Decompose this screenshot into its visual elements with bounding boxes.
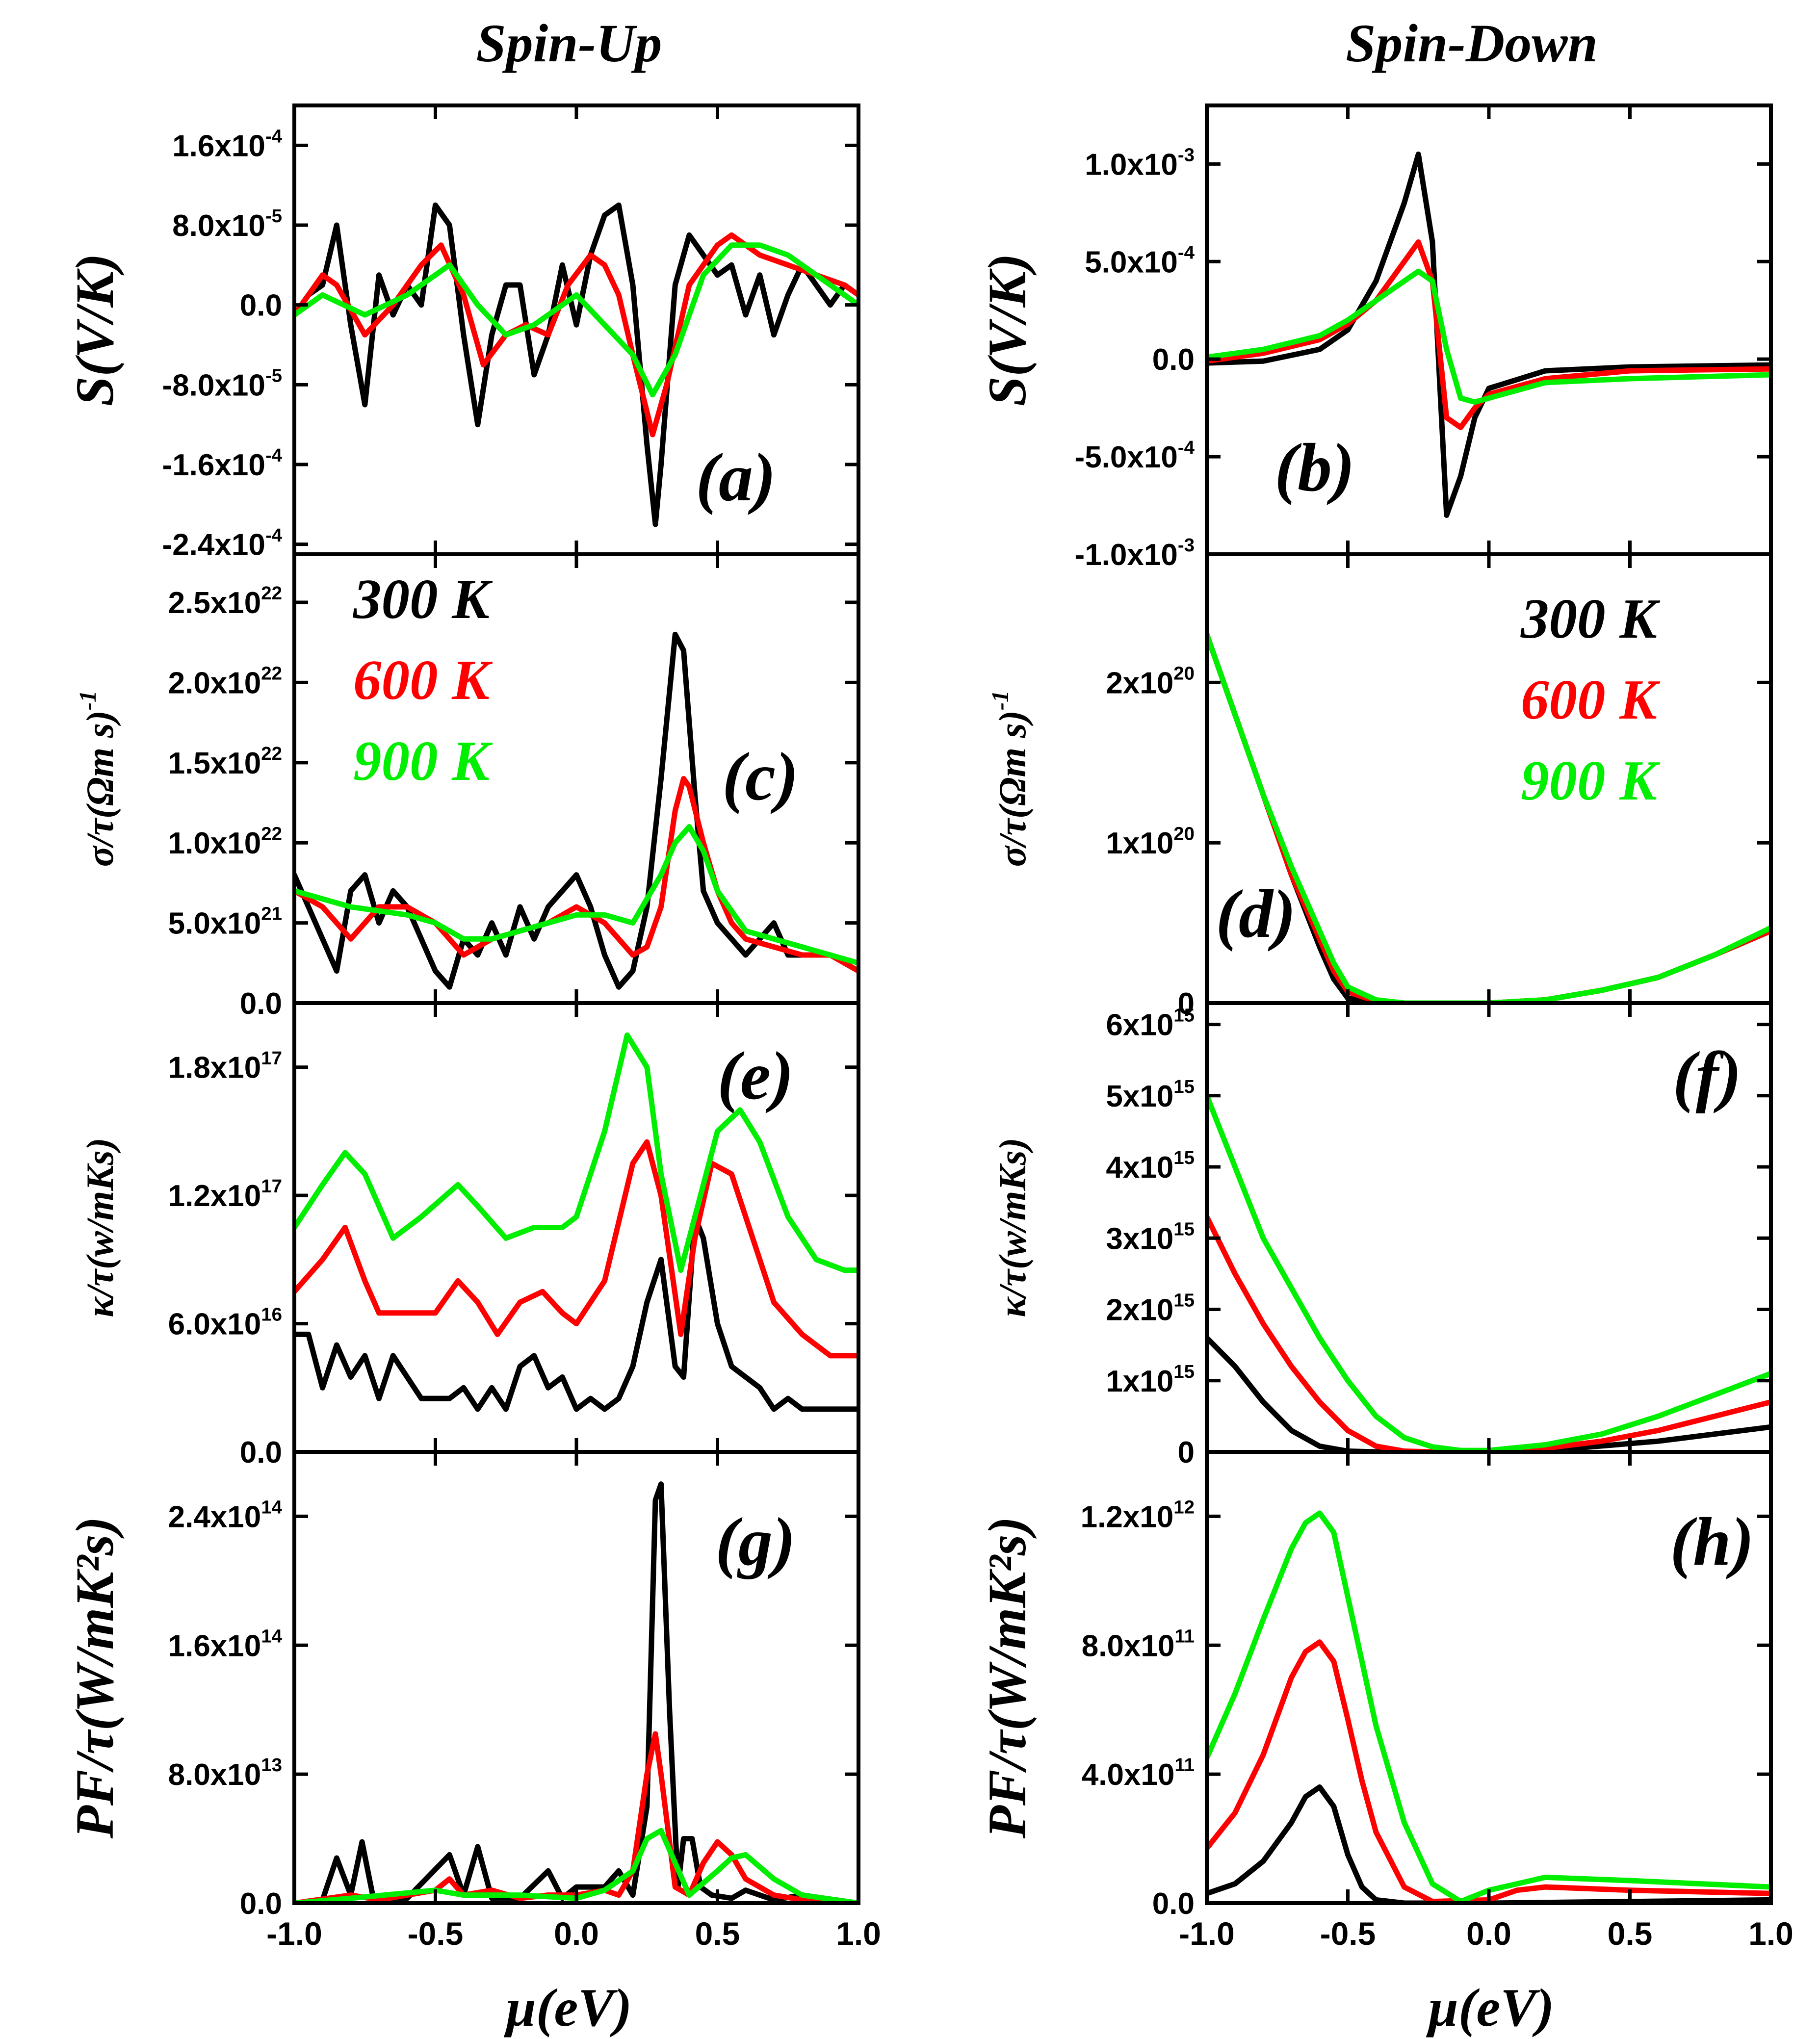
panel-h: 1.2x1012 8.0x1011 4.0x1011 0.0 PF/τ(W/mK²s) (…	[977, 1452, 1794, 1952]
ytick-label-a-3: -8.0x10-5	[162, 365, 282, 402]
panel-label-h: (h)	[1670, 1504, 1754, 1580]
figure: Spin-Up Spin-Down 1.6x10-4 8.0x10-5 0.0 -8.…	[0, 0, 1820, 2039]
ytick-label-f-5: 1x1015	[1106, 1361, 1195, 1398]
ytick-label-a-0: 1.6x10-4	[172, 126, 282, 163]
panel-label-a: (a)	[696, 439, 776, 516]
panel-c: 2.5x1022 2.0x1022 1.5x1022 1.0x1022 5.0x1021…	[75, 554, 858, 1021]
series-c-900k	[294, 827, 858, 963]
panel-e: 1.8x1017 1.2x1017 6.0x1016 0.0 κ/τ(w/mKs) (e)	[78, 1003, 858, 1470]
ylabel-d: σ/τ(Ωm s)-1	[988, 691, 1034, 867]
panel-g: 2.4x1014 1.6x1014 8.0x1013 0.0 PF/τ(W/mK²s) (…	[65, 1452, 881, 1952]
panel-b: 1.0x10-3 5.0x10-4 0.0 -5.0x10-4 -1.0x10-3 S(V…	[977, 105, 1771, 572]
panels: 1.6x10-4 8.0x10-5 0.0 -8.0x10-5 -1.6x10-4 -2.…	[65, 105, 1794, 1952]
ytick-label-h-2: 4.0x1011	[1082, 1755, 1195, 1792]
legend-c-2: 900 K	[353, 730, 493, 792]
xtick-label-g-2: 0.0	[554, 1915, 599, 1952]
xtick-label-h-0: -1.0	[1179, 1915, 1235, 1952]
ylabel-f: κ/τ(w/mKs)	[991, 1137, 1034, 1317]
ytick-label-e-3: 0.0	[240, 1436, 282, 1470]
series-b-900k	[1207, 271, 1771, 402]
ytick-label-d-0: 2x1020	[1106, 663, 1195, 700]
ylabel-text-b: S(V/K)	[977, 254, 1037, 407]
panel-label-d: (d)	[1216, 876, 1296, 952]
ylabel-text-f: κ/τ(w/mKs)	[991, 1137, 1034, 1317]
panel-a: 1.6x10-4 8.0x10-5 0.0 -8.0x10-5 -1.6x10-4 -2.…	[65, 105, 858, 562]
ytick-label-c-4: 5.0x1021	[168, 903, 282, 941]
panel-label-e: (e)	[717, 1038, 793, 1114]
ytick-label-h-1: 8.0x1011	[1082, 1626, 1195, 1663]
xtick-label-g-0: -1.0	[266, 1915, 322, 1952]
ylabel-b: S(V/K)	[977, 254, 1037, 407]
ylabel-text-e: κ/τ(w/mKs)	[78, 1137, 121, 1317]
xtick-label-h-3: 0.5	[1608, 1915, 1653, 1952]
ytick-label-f-6: 0	[1178, 1436, 1195, 1470]
ylabel-text-g: PF/τ(W/mK²s)	[65, 1517, 125, 1839]
ytick-label-f-4: 2x1015	[1106, 1290, 1195, 1327]
panel-f: 6x1015 5x1015 4x1015 3x1015 2x1015 1x1015 0 κ/τ…	[991, 1003, 1771, 1470]
series-f-600k	[1207, 1217, 1771, 1452]
ytick-label-g-0: 2.4x1014	[168, 1497, 283, 1534]
ytick-label-e-1: 1.2x1017	[168, 1176, 282, 1213]
xtick-label-g-3: 0.5	[695, 1915, 740, 1952]
panel-label-b: (b)	[1274, 430, 1354, 506]
ytick-label-c-0: 2.5x1022	[168, 583, 282, 620]
ytick-label-b-3: -5.0x10-4	[1075, 437, 1195, 474]
ytick-label-a-1: 8.0x10-5	[172, 206, 282, 243]
ytick-label-e-2: 6.0x1016	[168, 1304, 282, 1342]
panel-label-f: (f)	[1673, 1038, 1742, 1114]
series-h-600k	[1207, 1642, 1771, 1902]
ytick-label-f-3: 3x1015	[1106, 1218, 1195, 1256]
ylabel-h: PF/τ(W/mK²s)	[977, 1517, 1037, 1839]
panel-d: 2x1020 1x1020 0 σ/τ(Ωm s)-1 (d) 300 K 600 K 900…	[988, 554, 1771, 1021]
ytick-label-c-3: 1.0x1022	[168, 823, 282, 860]
legend-c-0: 300 K	[353, 568, 493, 630]
legend-d-0: 300 K	[1520, 588, 1661, 650]
ytick-label-g-1: 1.6x1014	[168, 1626, 283, 1663]
xtick-label-h-2: 0.0	[1466, 1915, 1511, 1952]
ylabel-text-h: PF/τ(W/mK²s)	[977, 1517, 1037, 1839]
ytick-label-c-1: 2.0x1022	[168, 663, 282, 700]
ylabel-text-c: σ/τ(Ωm s)-1	[75, 691, 121, 867]
ytick-label-b-4: -1.0x10-3	[1075, 535, 1195, 572]
x-axis-label-right: μ(eV)	[1426, 1978, 1555, 2038]
ytick-label-b-2: 0.0	[1152, 343, 1195, 377]
ytick-label-c-2: 1.5x1022	[168, 743, 282, 780]
legend-d-2: 900 K	[1521, 749, 1661, 812]
legend-d-1: 600 K	[1521, 669, 1661, 731]
xtick-label-h-1: -0.5	[1320, 1915, 1376, 1952]
xtick-label-h-4: 1.0	[1748, 1915, 1794, 1952]
ylabel-text-d: σ/τ(Ωm s)-1	[988, 691, 1034, 867]
xtick-label-g-4: 1.0	[836, 1915, 881, 1952]
xtick-label-g-1: -0.5	[408, 1915, 464, 1952]
x-axis-label-left: μ(eV)	[504, 1978, 632, 2038]
series-f-900k	[1207, 1096, 1771, 1450]
ytick-label-f-0: 6x1015	[1106, 1005, 1195, 1042]
ylabel-g: PF/τ(W/mK²s)	[65, 1517, 125, 1839]
ytick-label-a-5: -2.4x10-4	[162, 525, 283, 562]
ylabel-c: σ/τ(Ωm s)-1	[75, 691, 121, 867]
title-spin-up: Spin-Up	[476, 13, 662, 73]
ytick-label-f-2: 4x1015	[1106, 1147, 1195, 1185]
ytick-label-a-4: -1.6x10-4	[162, 445, 283, 482]
ytick-label-f-1: 5x1015	[1106, 1076, 1195, 1113]
ytick-label-g-2: 8.0x1013	[168, 1755, 282, 1792]
ytick-label-a-2: 0.0	[240, 289, 282, 323]
ytick-label-c-5: 0.0	[240, 987, 282, 1021]
ylabel-text-a: S(V/K)	[65, 254, 125, 407]
ylabel-a: S(V/K)	[65, 254, 125, 407]
ytick-label-b-1: 5.0x10-4	[1085, 242, 1195, 279]
panel-label-g: (g)	[715, 1504, 795, 1580]
ytick-label-b-0: 1.0x10-3	[1085, 144, 1195, 181]
series-f-300k	[1207, 1338, 1771, 1452]
ytick-label-e-0: 1.8x1017	[168, 1048, 282, 1085]
panel-label-c: (c)	[722, 739, 798, 815]
ylabel-e: κ/τ(w/mKs)	[78, 1137, 121, 1317]
title-spin-down: Spin-Down	[1346, 13, 1598, 73]
ytick-label-d-1: 1x1020	[1106, 823, 1195, 860]
ytick-label-h-0: 1.2x1012	[1081, 1497, 1195, 1534]
legend-c-1: 600 K	[353, 649, 493, 711]
